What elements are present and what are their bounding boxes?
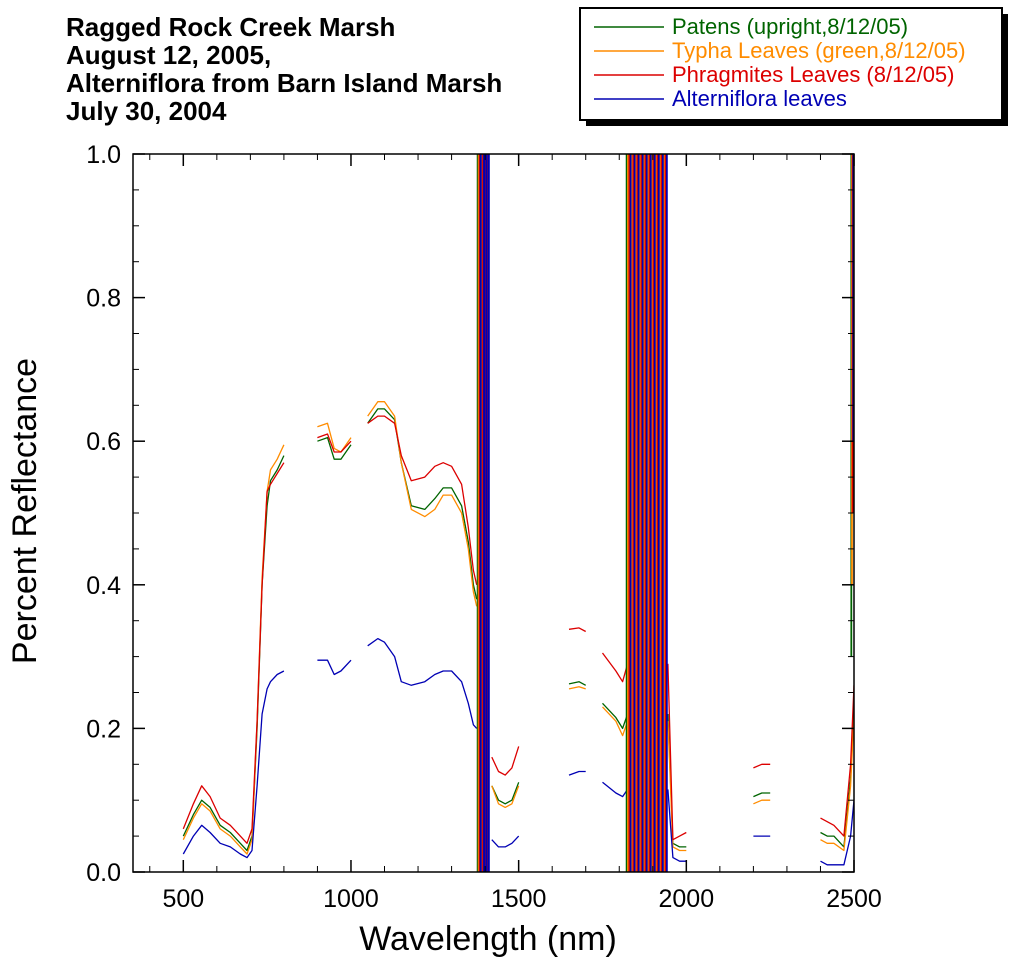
y-tick-label: 0.4 (86, 572, 121, 600)
series-line-0 (491, 782, 520, 805)
series-line-2 (667, 663, 687, 841)
title-line-1: Ragged Rock Creek Marsh (66, 12, 395, 42)
y-tick-label: 0.2 (86, 715, 121, 743)
y-axis-label: Percent Reflectance (6, 358, 44, 664)
series-line-2 (753, 763, 771, 769)
title-line-3: Alterniflora from Barn Island Marsh (66, 68, 502, 98)
series-line-1 (367, 401, 478, 607)
series-line-2 (568, 627, 587, 633)
series-line-0 (602, 702, 629, 730)
series-line-2 (491, 746, 520, 776)
series-line-1 (667, 721, 687, 852)
series-line-0 (317, 436, 352, 460)
legend-label: Alterniflora leaves (672, 86, 847, 111)
series-line-2 (182, 462, 285, 844)
series-line-1 (602, 706, 629, 737)
series-line-2 (317, 433, 352, 453)
y-tick-label: 0.8 (86, 285, 121, 313)
series-line-2 (820, 685, 854, 837)
series-line-0 (367, 408, 478, 600)
legend: Patens (upright,8/12/05)Typha Leaves (gr… (579, 7, 1008, 126)
y-tick-label: 0.0 (86, 859, 121, 887)
title-line-4: July 30, 2004 (66, 96, 227, 126)
x-tick-label: 2500 (826, 885, 882, 913)
series-line-0 (182, 455, 285, 852)
legend-label: Patens (upright,8/12/05) (672, 14, 908, 39)
legend-label: Phragmites Leaves (8/12/05) (672, 62, 955, 87)
x-tick-label: 2000 (659, 885, 715, 913)
series-line-3 (367, 637, 478, 729)
series-line-0 (568, 681, 587, 686)
plot-frame (132, 153, 855, 873)
series-lines (182, 401, 854, 866)
series-line-2 (367, 415, 478, 585)
series-line-3 (182, 670, 285, 859)
x-axis: 500 1000 1500 2000 2500 (149, 154, 882, 913)
x-axis-label: Wavelength (nm) (359, 920, 617, 958)
series-line-1 (182, 444, 285, 855)
y-tick-label: 0.6 (86, 428, 121, 456)
title-line-2: August 12, 2005, (66, 40, 271, 70)
series-line-3 (568, 770, 586, 776)
y-axis: 0.0 0.2 0.4 0.6 0.8 1.0 (86, 141, 854, 887)
noise-spikes (476, 154, 854, 872)
y-tick-label: 1.0 (86, 141, 121, 169)
series-line-2 (601, 652, 629, 683)
series-line-1 (491, 785, 520, 809)
series-line-1 (820, 713, 854, 852)
x-tick-label: 1500 (491, 885, 547, 913)
series-line-3 (602, 781, 629, 798)
chart-title: Ragged Rock Creek Marsh August 12, 2005,… (66, 12, 502, 126)
x-tick-label: 1000 (323, 885, 379, 913)
series-line-3 (317, 659, 352, 676)
series-line-1 (568, 686, 586, 690)
series-line-3 (667, 789, 687, 862)
series-line-1 (317, 422, 352, 453)
legend-label: Typha Leaves (green,8/12/05) (672, 38, 966, 63)
series-line-3 (491, 835, 520, 848)
series-line-3 (820, 800, 854, 866)
series-line-1 (753, 799, 771, 805)
series-line-0 (753, 792, 771, 798)
x-tick-label: 500 (162, 885, 204, 913)
